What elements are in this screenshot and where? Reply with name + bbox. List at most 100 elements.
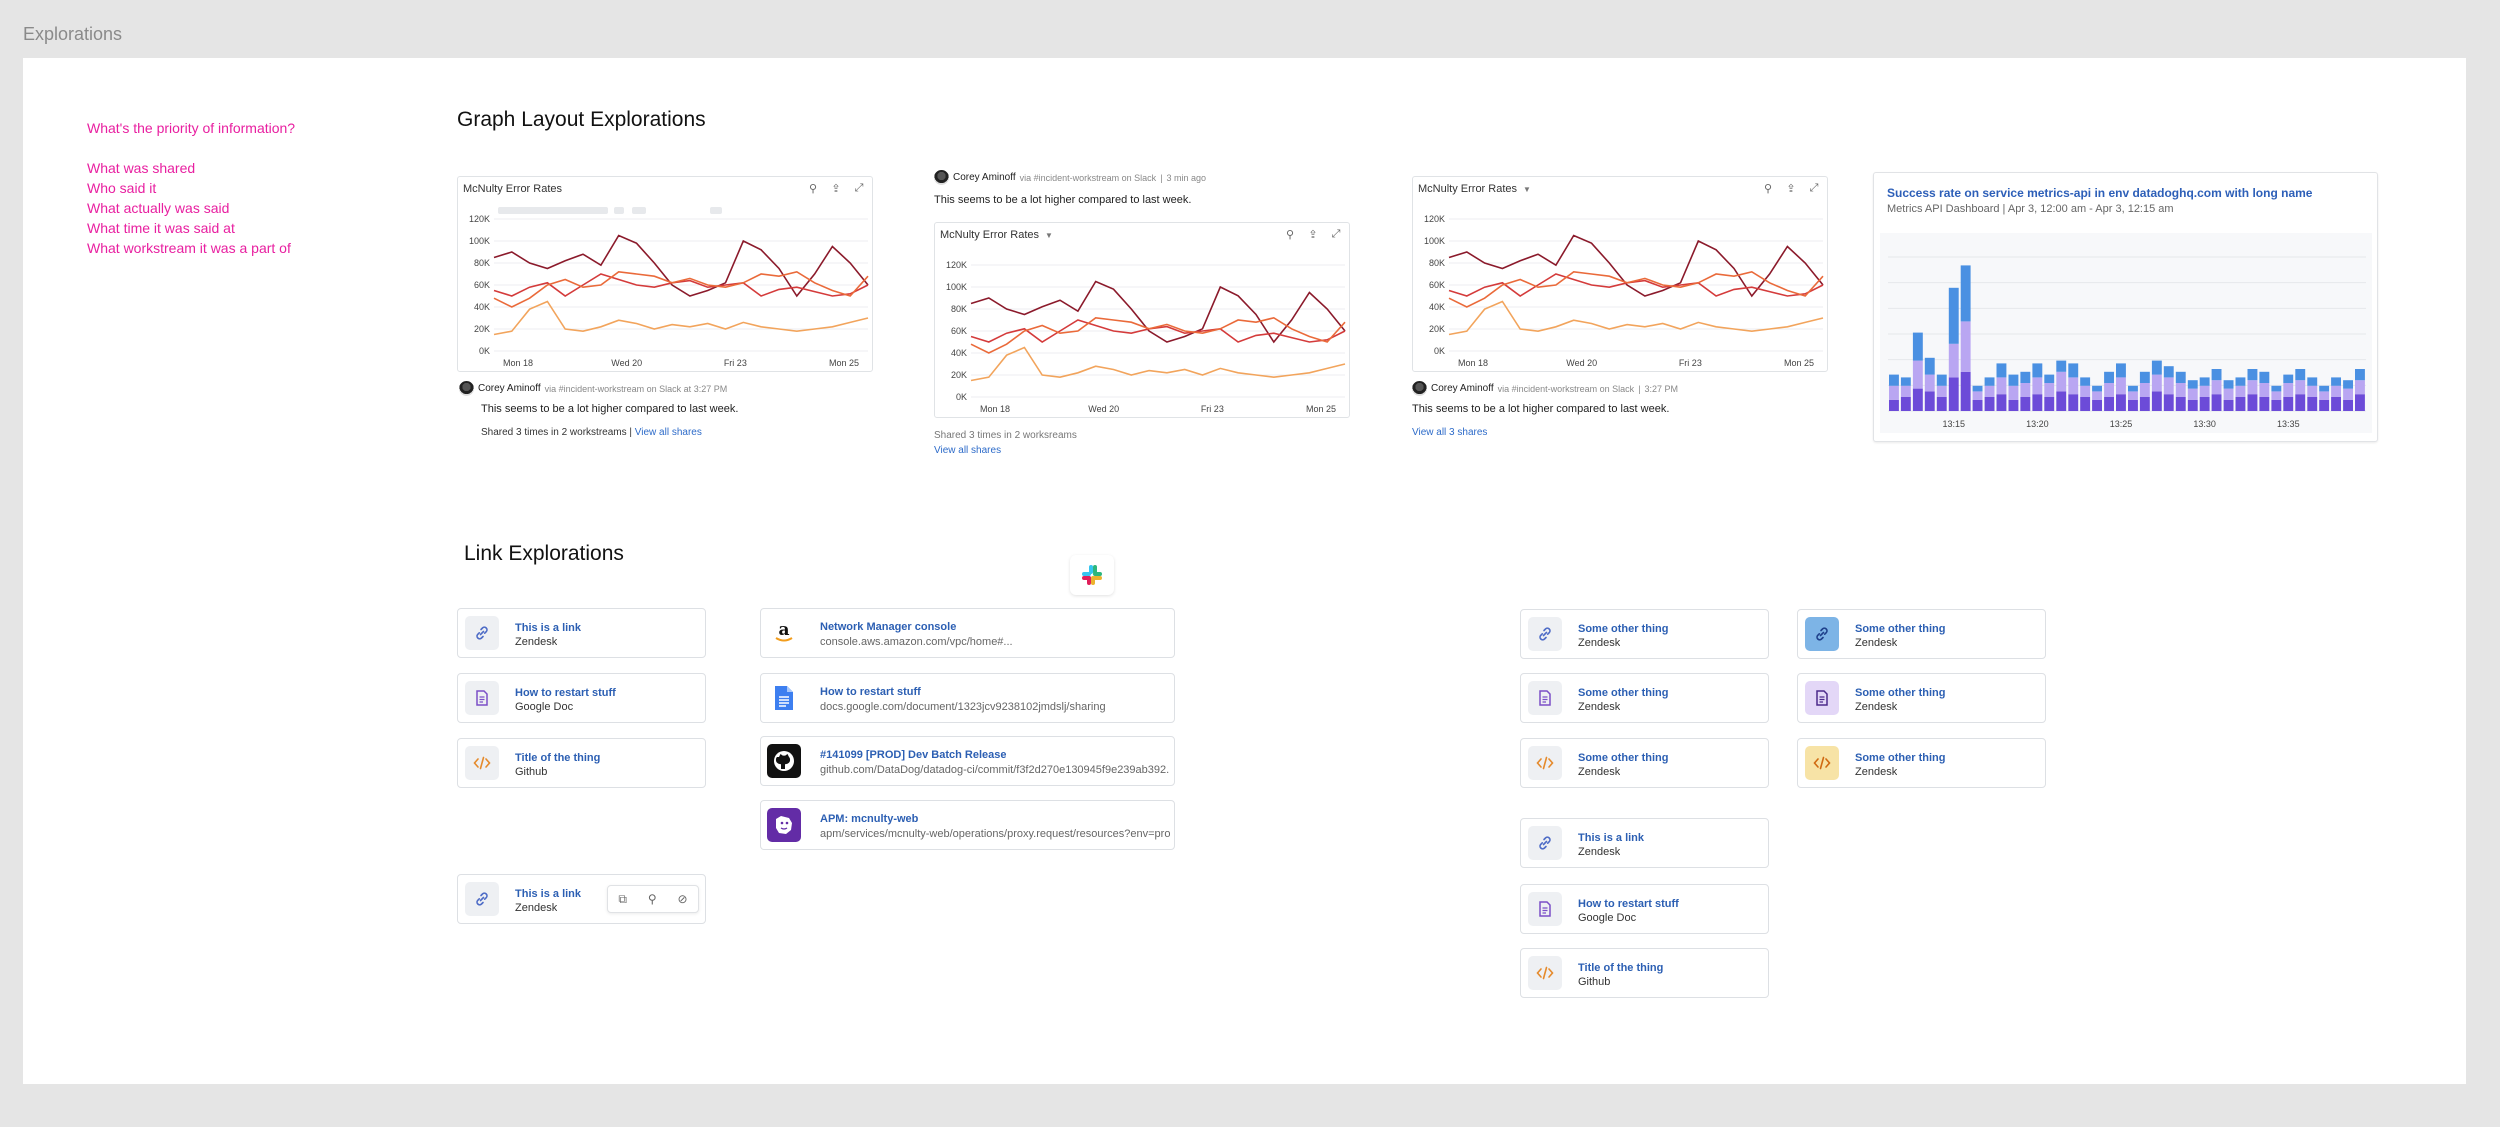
link-title[interactable]: #141099 [PROD] Dev Batch Release	[820, 749, 1007, 761]
bar-segment	[1900, 377, 1911, 386]
pin-icon[interactable]: ⚲	[1763, 183, 1773, 195]
graph-title: McNulty Error Rates	[463, 183, 563, 195]
bar-segment	[2020, 383, 2031, 397]
bar-segment	[2223, 380, 2234, 389]
link-card[interactable]: Some other thing Zendesk	[1797, 609, 2046, 659]
series-line	[970, 346, 1346, 382]
graph-title[interactable]: McNulty Error Rates ▼	[1418, 183, 1531, 195]
link-card[interactable]: Title of the thing Github	[1520, 948, 1769, 998]
link-card[interactable]: Some other thing Zendesk	[1520, 673, 1769, 723]
note-item: Who said it	[87, 180, 157, 196]
view-all-shares-link[interactable]: View all shares	[934, 445, 1002, 456]
link-card[interactable]: This is a link Zendesk	[1520, 818, 1769, 868]
link-title[interactable]: Some other thing	[1578, 752, 1669, 764]
share-icon[interactable]: ⇪	[1786, 183, 1796, 195]
bar-segment	[2163, 377, 2174, 395]
loading-skeleton	[710, 207, 722, 214]
link-title[interactable]: Title of the thing	[1578, 962, 1664, 974]
bar-segment	[2056, 371, 2067, 392]
link-title[interactable]: Some other thing	[1855, 623, 1946, 635]
expand-icon[interactable]: ⤢	[1809, 182, 1819, 194]
metric-title[interactable]: Success rate on service metrics-api in e…	[1887, 186, 2313, 200]
link-card[interactable]: a Network Manager console console.aws.amaz…	[760, 608, 1175, 658]
pin-icon[interactable]: ⚲	[1285, 229, 1295, 241]
bar-segment	[2056, 391, 2067, 411]
bar-segment	[2211, 394, 2222, 411]
link-title[interactable]: Title of the thing	[515, 752, 601, 764]
link-title[interactable]: Network Manager console	[820, 621, 957, 633]
link-title[interactable]: How to restart stuff	[820, 686, 921, 698]
share-icon[interactable]: ⇪	[831, 183, 841, 195]
bar-segment	[2175, 383, 2186, 397]
x-tick-label: Mon 25	[1306, 404, 1336, 414]
link-card[interactable]: This is a link Zendesk ⧉ ⚲ ⊘	[457, 874, 706, 924]
note-item: What workstream it was a part of	[87, 240, 291, 256]
link-card[interactable]: Some other thing Zendesk	[1520, 738, 1769, 788]
bar-segment	[2355, 369, 2365, 381]
y-tick-label: 20K	[951, 370, 967, 380]
link-card[interactable]: Some other thing Zendesk	[1797, 738, 2046, 788]
view-all-shares-link[interactable]: View all shares	[634, 427, 702, 438]
hide-icon[interactable]: ⊘	[677, 892, 688, 906]
graph-title[interactable]: McNulty Error Rates ▼	[940, 229, 1053, 241]
bar-chart-area: 13:15 13:20 13:25 13:30 13:35	[1880, 233, 2372, 433]
link-card[interactable]: Title of the thing Github	[457, 738, 706, 788]
bar-segment	[1924, 374, 1935, 392]
bar-segment	[1948, 287, 1959, 344]
link-card[interactable]: APM: mcnulty-web apm/services/mcnulty-web…	[760, 800, 1175, 850]
link-subtitle: docs.google.com/document/1323jcv9238102j…	[820, 701, 1106, 713]
link-card[interactable]: How to restart stuff Google Doc	[457, 673, 706, 723]
bar-segment	[2116, 377, 2126, 395]
bar-segment	[2259, 383, 2270, 397]
link-card[interactable]: This is a link Zendesk	[457, 608, 706, 658]
pin-icon[interactable]: ⚲	[647, 892, 657, 906]
author-name: Corey Aminoff	[1431, 383, 1494, 394]
graph-card-c[interactable]: McNulty Error Rates ▼ ⚲ ⇪ ⤢ 0K 20K 40K 60K 80…	[1412, 176, 1828, 372]
metric-card[interactable]: Success rate on service metrics-api in e…	[1873, 172, 2378, 442]
link-card[interactable]: Some other thing Zendesk	[1520, 609, 1769, 659]
graph-card-a[interactable]: McNulty Error Rates ⚲ ⇪ ⤢ 0K 20K 40K 60K 80K…	[457, 176, 873, 372]
link-title[interactable]: APM: mcnulty-web	[820, 813, 919, 825]
link-title[interactable]: Some other thing	[1578, 687, 1669, 699]
bar-segment	[2199, 385, 2210, 397]
link-card[interactable]: How to restart stuff Google Doc	[1520, 884, 1769, 934]
link-title[interactable]: Some other thing	[1855, 687, 1946, 699]
graph-tools: ⚲ ⇪ ⤢	[1761, 182, 1821, 195]
bar-segment	[2151, 374, 2162, 392]
bar-segment	[1972, 391, 1983, 400]
link-card[interactable]: How to restart stuff docs.google.com/docu…	[760, 673, 1175, 723]
link-card[interactable]: Some other thing Zendesk	[1797, 673, 2046, 723]
link-title[interactable]: This is a link	[515, 622, 582, 634]
link-title[interactable]: This is a link	[1578, 832, 1645, 844]
expand-icon[interactable]: ⤢	[854, 182, 864, 194]
bar-segment	[2283, 383, 2294, 397]
share-time: 3 min ago	[1166, 172, 1207, 183]
bar-segment	[1996, 377, 2007, 395]
series-line	[1448, 234, 1824, 298]
share-icon[interactable]: ⇪	[1308, 229, 1318, 241]
bar-segment	[1984, 385, 1995, 397]
bar-segment	[2044, 397, 2055, 411]
expand-icon[interactable]: ⤢	[1331, 228, 1341, 240]
link-icon	[465, 882, 499, 916]
link-title[interactable]: Some other thing	[1578, 623, 1669, 635]
bar-segment	[2247, 380, 2258, 395]
x-tick-label: Mon 18	[503, 358, 533, 368]
view-all-shares-link[interactable]: View all 3 shares	[1412, 427, 1488, 438]
link-subtitle: Google Doc	[515, 701, 574, 713]
link-title[interactable]: How to restart stuff	[1578, 898, 1679, 910]
bar-segment	[2116, 394, 2126, 411]
bar-segment	[2092, 385, 2102, 392]
link-title[interactable]: How to restart stuff	[515, 687, 616, 699]
pin-icon[interactable]: ⚲	[808, 183, 818, 195]
chevron-down-icon: ▼	[1523, 184, 1531, 194]
copy-icon[interactable]: ⧉	[618, 891, 627, 906]
bar-segment	[2151, 360, 2162, 375]
bar-segment	[1924, 391, 1935, 411]
graph-card-b[interactable]: McNulty Error Rates ▼ ⚲ ⇪ ⤢ 0K 20K 40K 60K 80…	[934, 222, 1350, 418]
y-tick-label: 40K	[951, 348, 967, 358]
link-title[interactable]: This is a link	[515, 888, 582, 900]
link-card[interactable]: #141099 [PROD] Dev Batch Release github.c…	[760, 736, 1175, 786]
y-tick-label: 20K	[474, 324, 490, 334]
link-title[interactable]: Some other thing	[1855, 752, 1946, 764]
